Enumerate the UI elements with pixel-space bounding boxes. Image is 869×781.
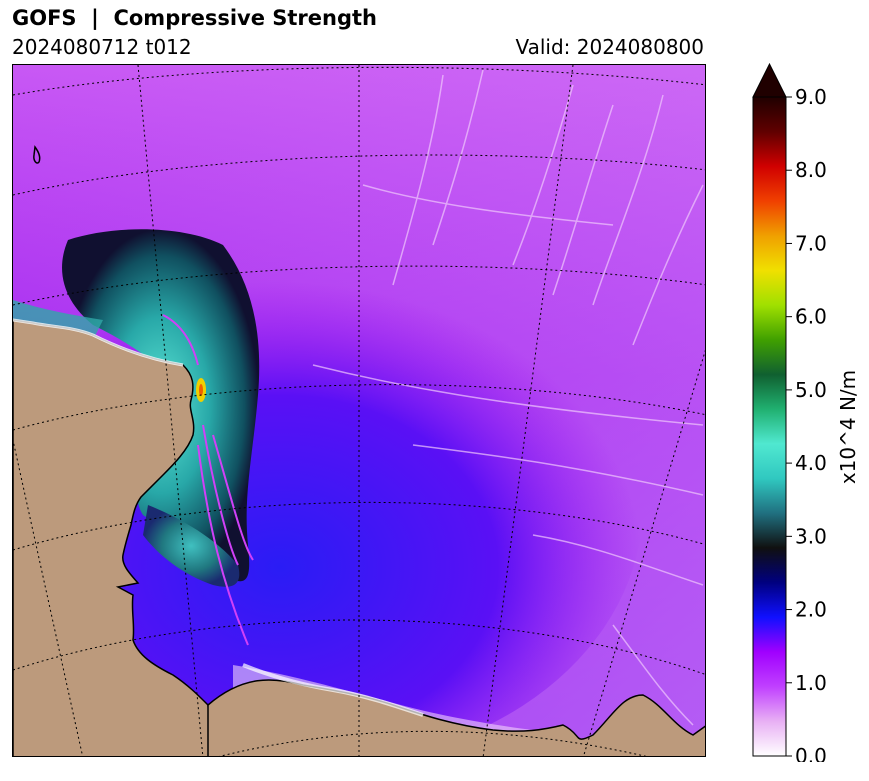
graticule bbox=[13, 65, 705, 756]
colorbar-tick-label: 5.0 bbox=[795, 378, 827, 402]
colorbar: 0.0 1.0 2.0 3.0 4.0 5.0 6.0 7.0 8.0 9.0 x10^4 N/m bbox=[752, 62, 869, 768]
colorbar-tick-label: 2.0 bbox=[795, 598, 827, 622]
valid-time-label: Valid: 2024080800 bbox=[515, 35, 704, 59]
colorbar-tick-label: 3.0 bbox=[795, 524, 827, 548]
map-panel[interactable] bbox=[12, 64, 706, 757]
colorbar-extend-arrow bbox=[752, 62, 787, 98]
colorbar-tick-label: 7.0 bbox=[795, 231, 827, 255]
run-time-label: 2024080712 t012 bbox=[12, 35, 192, 59]
colorbar-tick-label: 4.0 bbox=[795, 451, 827, 475]
polynya-west bbox=[62, 229, 260, 582]
plot-title: GOFS | Compressive Strength bbox=[12, 6, 377, 30]
map-canvas bbox=[13, 65, 705, 756]
coast-ice-edge bbox=[13, 318, 184, 367]
colorbar-tick-label: 6.0 bbox=[795, 305, 827, 329]
colorbar-label: x10^4 N/m bbox=[836, 370, 860, 484]
polynya-south bbox=[143, 505, 240, 587]
island bbox=[33, 145, 41, 164]
coast-ice-edge-south bbox=[242, 663, 424, 717]
strength-hotspot-core bbox=[199, 384, 203, 396]
colorbar-gradient bbox=[752, 96, 787, 757]
colorbar-tick-label: 8.0 bbox=[795, 158, 827, 182]
ice-leads bbox=[312, 69, 704, 726]
colorbar-svg: 0.0 1.0 2.0 3.0 4.0 5.0 6.0 7.0 8.0 9.0 x10^4 N/m bbox=[752, 62, 860, 768]
colorbar-tick-label: 1.0 bbox=[795, 671, 827, 695]
colorbar-tick-label: 9.0 bbox=[795, 85, 827, 109]
colorbar-tick-label: 0.0 bbox=[795, 744, 827, 762]
